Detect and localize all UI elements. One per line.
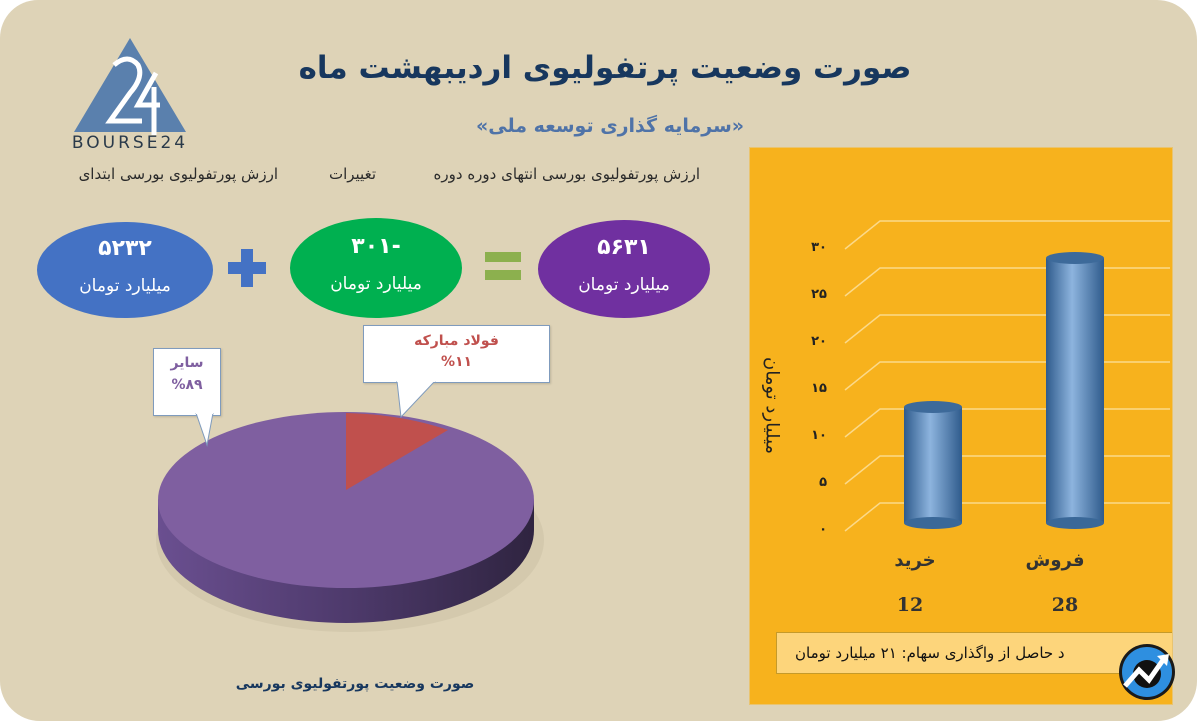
y-tick-20: ۲۰: [811, 334, 827, 349]
y-tick-0: ۰: [819, 522, 827, 537]
end-value: ۵۶۳۱: [597, 235, 651, 260]
label-end-value: ارزش پورتفولیوی بورسی انتهای دوره دوره: [433, 165, 700, 183]
y-tick-10: ۱۰: [811, 428, 827, 443]
pie-chart: [156, 412, 544, 632]
bar-chart-plot: [844, 220, 1170, 532]
category-buy: خرید: [894, 550, 936, 571]
start-unit: میلیارد تومان: [79, 276, 171, 296]
callout-foolad: فولاد مبارکه %۱۱: [363, 325, 550, 383]
equals-icon-lower: [485, 270, 521, 280]
pie-caption: صورت وضعیت پورتفولیوی بورسی: [235, 676, 475, 692]
bourse24-logo-icon: [74, 38, 186, 135]
bar-y-axis-title: میلیارد تومان: [761, 356, 783, 455]
y-tick-15: ۱۵: [811, 381, 827, 396]
change-unit: میلیارد تومان: [330, 274, 422, 294]
start-value-oval: ۵۲۳۲ میلیارد تومان: [37, 222, 213, 318]
category-sell: فروش: [1025, 550, 1085, 571]
change-value: -۳۰۱: [351, 234, 401, 259]
value-sell: 28: [1051, 594, 1079, 616]
label-changes: تغییرات: [328, 165, 376, 183]
page-title: صورت وضعیت پرتفولیوی اردیبهشت ماه: [298, 50, 912, 86]
y-tick-5: ۵: [819, 475, 827, 490]
y-tick-30: ۳۰: [811, 240, 827, 255]
sale-revenue-note: د حاصل از واگذاری سهام: ۲۱ میلیارد تومان: [776, 632, 1172, 674]
label-start-value: ارزش پورتفولیوی بورسی ابتدای: [78, 165, 278, 183]
logo-text: BOURSE24: [71, 133, 189, 153]
change-value-oval: -۳۰۱ میلیارد تومان: [290, 218, 462, 318]
callout-other-pct: %۸۹: [171, 377, 203, 393]
end-value-oval: ۵۶۳۱ میلیارد تومان: [538, 220, 710, 318]
callout-foolad-pct: %۱۱: [440, 354, 473, 370]
y-tick-25: ۲۵: [811, 287, 827, 302]
end-unit: میلیارد تومان: [578, 275, 670, 295]
callout-other-pointer: [195, 413, 214, 447]
value-buy: 12: [896, 594, 924, 616]
plus-icon-vertical: [241, 249, 253, 287]
callout-other-name: سایر: [170, 355, 204, 371]
start-value: ۵۲۳۲: [98, 236, 152, 261]
trend-up-badge-icon: [1119, 644, 1175, 700]
equals-icon: [485, 252, 521, 262]
callout-other: سایر %۸۹: [153, 348, 221, 416]
callout-foolad-pointer: [396, 381, 436, 419]
callout-foolad-name: فولاد مبارکه: [414, 333, 499, 349]
sale-revenue-text: د حاصل از واگذاری سهام: ۲۱ میلیارد تومان: [795, 644, 1065, 662]
page-subtitle: «سرمایه گذاری توسعه ملی»: [475, 115, 745, 137]
